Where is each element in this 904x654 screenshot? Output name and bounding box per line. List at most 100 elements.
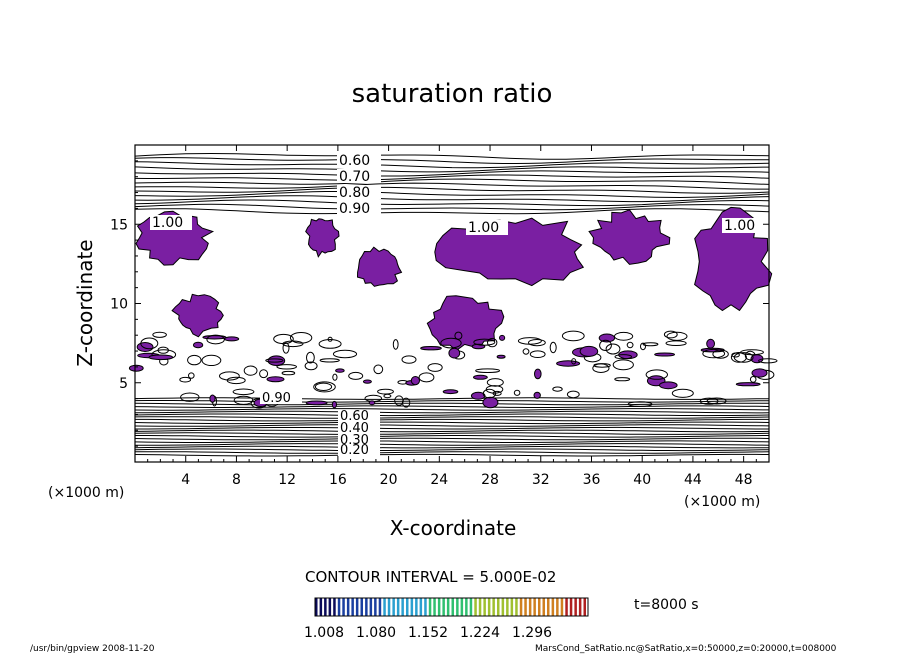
colorbar-stripe [560,598,564,616]
contour-line-lower [135,443,770,446]
cloud-fragment [751,368,768,378]
cloud-fragment [265,358,284,363]
contour-line-lower [135,435,770,438]
cloud-fragment [314,382,333,391]
contour-line-upper [134,186,770,194]
cloud-fragment [318,339,342,349]
contour-line-upper [134,161,770,169]
cloud-fragment [517,337,542,345]
cloud-fragment [522,348,530,355]
colorbar-stripe [583,598,586,616]
lower-contour-lines [134,397,770,457]
y-tick-label: 15 [110,217,128,233]
cloud-fragment [192,341,204,349]
colorbar-stripe [487,598,491,616]
cloud-fragment [410,376,420,386]
cloud-fragment [368,400,376,406]
colorbar-stripe [569,598,573,616]
colorbar-stripe [315,598,318,616]
cloud-fragment [362,379,372,384]
colorbar-stripe [492,598,495,616]
cloud-fragment [496,354,506,359]
colorbar-stripe [497,598,500,616]
cloud-fragment [487,337,498,348]
cloud-fragment [373,364,384,375]
contour-line-lower [134,408,770,411]
cloud-fragment [473,374,488,380]
contour-label-bg [337,169,381,183]
cloud-fragment [232,388,255,396]
cloud-fragment [733,352,754,363]
colorbar-stripe [415,598,418,616]
cloud-fragment [420,346,442,351]
cloud-fragment [267,355,286,367]
contour-line-upper [134,152,770,160]
cloud-fragment [306,351,315,364]
supersaturated-region [588,209,671,265]
colorbar-stripe [406,598,409,616]
cloud-fragment [305,400,328,406]
cloud-fragment [313,381,336,393]
cloud-fragment [454,331,463,340]
cloud-fragment [219,371,240,381]
x-tick-label: 48 [735,472,753,488]
cloud-fragment [224,336,240,342]
cloud-fragment [281,370,296,376]
cloud-fragment [552,386,563,392]
cloud-fragment [612,359,634,371]
cloud-fragment [712,349,729,359]
colorbar-stripe [465,598,468,616]
cloud-fragment [566,390,580,399]
cloud-fragment [605,343,621,355]
contour-line-lower [134,424,770,427]
cloud-fragment [627,401,653,407]
contour-label: 0.90 [339,201,370,217]
colorbar-stripe [542,598,545,616]
colorbar-tick-label: 1.224 [460,625,500,641]
contour-line-upper [134,157,770,164]
cloud-fragment [470,391,486,400]
contour-label: 1.00 [724,218,755,234]
colorbar-stripe [446,598,450,616]
cloud-fragment [593,363,611,368]
colorbar-stripe [333,598,336,616]
colorbar-stripe [392,598,395,616]
x-unit-left: (×1000 m) [48,485,124,501]
cloud-fragment [331,400,337,409]
colorbar-stripe [574,598,577,616]
colorbar-stripe [474,598,477,616]
colorbar-stripe [396,598,400,616]
cloud-fragment [140,337,159,350]
colorbar-stripe [538,598,541,616]
cloud-fragment [561,330,585,342]
contour-line-lower [134,397,770,400]
cloud-fragment [289,332,313,344]
cloud-fragment [702,348,726,359]
y-axis-ticks: 5 10 15 [110,160,769,447]
colorbar-stripe [478,598,482,616]
contour-label: 1.00 [468,220,499,236]
cloud-fragment [201,354,222,366]
contour-line-upper [134,208,770,215]
cloud-fragment [206,334,225,345]
cloud-fragment [243,365,258,376]
x-tick-label: 40 [633,472,651,488]
contour-line-lower [134,451,770,454]
colorbar-stripe [346,598,350,616]
colorbar-stripe [360,598,363,616]
cloud-fragment [319,358,340,363]
contour-label-bg [338,444,380,456]
contour-line-lower [134,437,770,441]
colorbar-stripe [401,598,404,616]
contour-line-lower [134,432,770,435]
contour-line-upper [134,174,770,181]
colorbar-tick-label: 1.296 [512,625,552,641]
contour-label: 0.60 [339,153,370,169]
contour-line-lower [134,445,770,449]
x-tick-label: 24 [430,472,448,488]
cloud-fragment [654,352,675,357]
cloud-fragment [348,371,364,380]
contour-label-bg [466,220,508,235]
cloud-fragment [442,389,459,395]
